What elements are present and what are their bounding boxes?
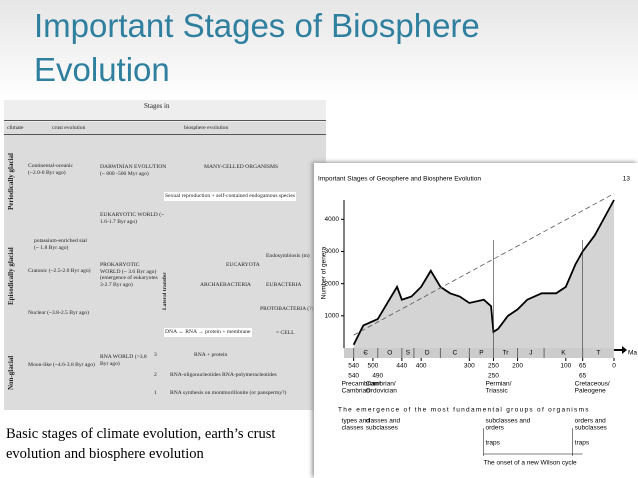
group-label: subclasses (575, 425, 608, 432)
period-label: Tr (503, 350, 510, 357)
boundary-age: 540 (348, 373, 359, 380)
boundary-label: Ordovician (366, 388, 397, 395)
y-axis-label: Number of genera (321, 246, 328, 299)
column-header: biosphere evolution (184, 125, 229, 131)
bio-stage: RNA-oligonucleotides RNA-polymeracleotid… (170, 372, 277, 378)
x-tick-label: 250 (488, 363, 499, 370)
period-label: K (561, 350, 566, 357)
bio-stage: EUKARYOTIC WORLD (~ 1.6-1.7 Byr ago) (100, 212, 165, 225)
bio-stage: RNA + protein (194, 352, 228, 358)
x-tick-label: 300 (464, 363, 475, 370)
bio-stage: Sexual reproduction + self-contained end… (164, 192, 297, 201)
period-label: Є (363, 350, 368, 357)
emergence-label: The emergence of the most fundamental gr… (338, 407, 590, 414)
period-label: O (387, 350, 392, 357)
genera-line (352, 199, 615, 346)
trend-line (353, 193, 615, 336)
group-label: subclasses (366, 425, 399, 432)
step: 2 (154, 372, 157, 378)
chart-title: Important Stages of Geosphere and Biosph… (318, 176, 481, 183)
slide-title: Important Stages of Biosphere Evolution (34, 7, 480, 88)
title-band (0, 0, 638, 100)
rule (4, 120, 326, 121)
crust-stage: Continental-oceanic (~2.0-0 Byr ago) (28, 163, 74, 176)
climate-label: Non-glacial (7, 355, 15, 390)
y-tick-label: 3000 (325, 248, 340, 255)
group-label: orders (485, 425, 504, 432)
bio-stage: DARWINIAN EVOLUTION (~ 800 -500 Myr ago) (100, 164, 167, 177)
boundary-label: Triassic (485, 388, 508, 395)
period-label: D (425, 350, 430, 357)
boundary-label: Permian/ (485, 381, 511, 388)
bio-stage: PROKARYOTIC WORLD (~ 3.6 Byr ago) (emerg… (100, 262, 158, 288)
x-tick-label: 200 (512, 363, 523, 370)
boundary-age: 250 (488, 373, 499, 380)
bio-stage: DNA ↔ RNA → protein + membrane (164, 328, 252, 337)
caption: Basic stages of climate evolution, earth… (6, 426, 276, 462)
boundary-label: Cambrian/ (366, 381, 396, 388)
period-label: P (479, 350, 483, 357)
boundary-age: 490 (372, 373, 383, 380)
bio-stage: = CELL (276, 330, 295, 336)
boundary-age: 65 (579, 373, 587, 380)
boundary-label: Cambrian (342, 388, 371, 395)
climate-label: Periodically glacial (7, 153, 15, 210)
boundary-label: Cretaceous/ (575, 381, 610, 388)
step: 3 (154, 352, 157, 358)
column-header: crust evolution (52, 125, 86, 131)
bio-stage: Lateral transfer (162, 272, 168, 310)
x-tick-label: 500 (367, 363, 378, 370)
bio-stage: PROTOBACTERIA (?) (260, 306, 314, 312)
bio-stage: RNA synthesis on montmorillonite (or pan… (170, 390, 287, 396)
group-label: classes and (366, 418, 401, 425)
period-label: S (406, 350, 411, 357)
heading: Stages in (144, 102, 170, 110)
crust-stage: Moon-like (~4.6-3.8 Byr ago) (28, 362, 95, 368)
y-tick-label: 4000 (325, 216, 340, 223)
bio-stage: EUCARYOTA (226, 262, 260, 268)
climate-label: Episodically glacial (7, 247, 15, 305)
crust-stage: Cratonic (~2.5-2.0 Byr ago) (28, 268, 91, 274)
crust-stage: Nuclear (~3.8-2.5 Byr ago) (28, 310, 89, 316)
y-tick-label: 1000 (325, 313, 340, 320)
x-tick-label: 440 (396, 363, 407, 370)
x-unit: Ma (628, 350, 637, 357)
bio-stage: RNA WORLD (>3.8 Byr ago) (100, 354, 147, 367)
chart: Important Stages of Geosphere and Biosph… (318, 176, 637, 467)
period-label: T (596, 350, 600, 357)
header-bg (4, 100, 326, 122)
period-strip (344, 348, 614, 358)
axis-arrow (614, 346, 627, 354)
chart-figure: Important Stages of Geosphere and Biosph… (314, 163, 638, 478)
boundary-label: Paleogene (575, 388, 606, 395)
group-label: types and (342, 418, 371, 425)
bio-stage: Endosymbiosis (m) (266, 253, 310, 259)
period-label: J (529, 350, 532, 357)
group-label: orders and (575, 418, 606, 425)
bio-stage: MANY-CELLED ORGANISMS (204, 164, 279, 170)
column-header: climate (7, 125, 24, 131)
wilson-label: The onset of a new Wilson cycle (483, 460, 577, 467)
traps-label: traps (485, 440, 500, 447)
x-tick-label: 400 (416, 363, 427, 370)
x-tick-label: 540 (348, 363, 359, 370)
page-number: 13 (623, 176, 631, 183)
step: 1 (154, 390, 157, 396)
x-tick-label: 65 (579, 363, 587, 370)
rule (4, 134, 326, 135)
boundary-label: Precambrian/ (342, 381, 381, 388)
traps-label: traps (575, 440, 590, 447)
group-label: subclasses and (485, 418, 530, 425)
area (353, 200, 614, 348)
y-tick-label: 2000 (325, 280, 340, 287)
group-label: classes (342, 425, 364, 432)
stages-figure: Stages in climate crust evolution biosph… (4, 100, 326, 410)
bio-stage: ARCHAEBACTERIA (200, 282, 251, 288)
crust-stage: potassium-enriched sial (~ 1.8 Byr ago) (34, 238, 87, 251)
period-label: C (453, 350, 458, 357)
x-tick-label: 0 (612, 363, 616, 370)
bio-stage: EUBACTERIA (266, 282, 302, 288)
x-tick-label: 100 (560, 363, 571, 370)
